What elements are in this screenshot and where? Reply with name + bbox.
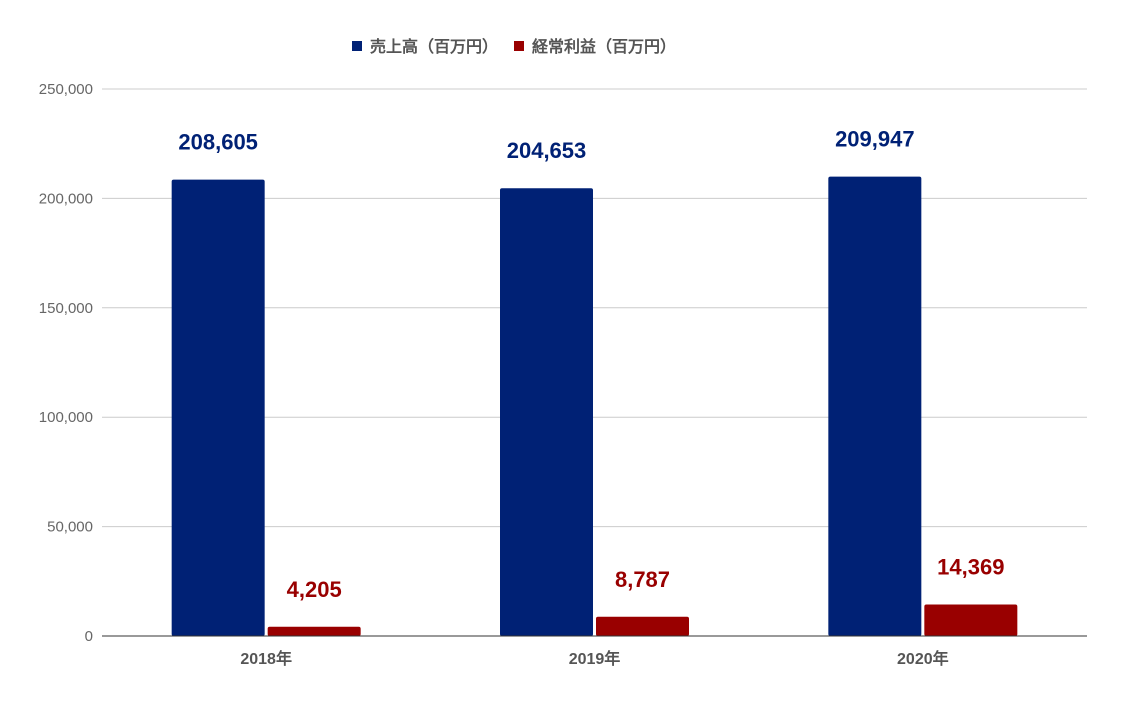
legend-swatch: [352, 41, 362, 51]
data-label: 208,605: [178, 130, 258, 155]
y-tick-label: 250,000: [39, 81, 93, 98]
legend-label: 経常利益（百万円）: [532, 37, 676, 56]
bar-ordinary-profit[interactable]: [924, 604, 1018, 636]
x-axis: 2018年 2019年 2020年: [102, 635, 1087, 668]
y-axis-tick-labels: 0 50,000 100,000 150,000 200,000 250,000: [39, 81, 93, 645]
x-tick-label: 2020年: [897, 649, 949, 668]
legend-item[interactable]: 経常利益（百万円）: [514, 37, 676, 56]
bars: [171, 176, 1018, 636]
y-tick-label: 100,000: [39, 409, 93, 426]
bar-ordinary-profit[interactable]: [267, 626, 361, 636]
data-label: 204,653: [507, 138, 587, 163]
bar-ordinary-profit[interactable]: [596, 616, 689, 636]
legend-label: 売上高（百万円）: [370, 37, 498, 56]
legend[interactable]: 売上高（百万円） 経常利益（百万円）: [352, 37, 676, 56]
gridlines: [102, 88, 1087, 528]
bar-sales[interactable]: [500, 188, 593, 636]
y-tick-label: 0: [85, 628, 93, 645]
data-label: 209,947: [835, 127, 915, 152]
y-tick-label: 50,000: [47, 519, 93, 536]
x-tick-label: 2018年: [240, 649, 292, 668]
legend-swatch: [514, 41, 524, 51]
data-labels: 208,605 4,205 204,653 8,787 209,947 14,369: [178, 127, 1004, 602]
y-tick-label: 200,000: [39, 190, 93, 207]
bar-sales[interactable]: [171, 179, 265, 636]
data-label: 8,787: [615, 567, 670, 592]
bar-sales[interactable]: [828, 176, 922, 636]
y-tick-label: 150,000: [39, 300, 93, 317]
legend-item[interactable]: 売上高（百万円）: [352, 37, 498, 56]
x-tick-label: 2019年: [569, 649, 621, 668]
data-label: 4,205: [287, 577, 342, 602]
data-label: 14,369: [937, 555, 1004, 580]
